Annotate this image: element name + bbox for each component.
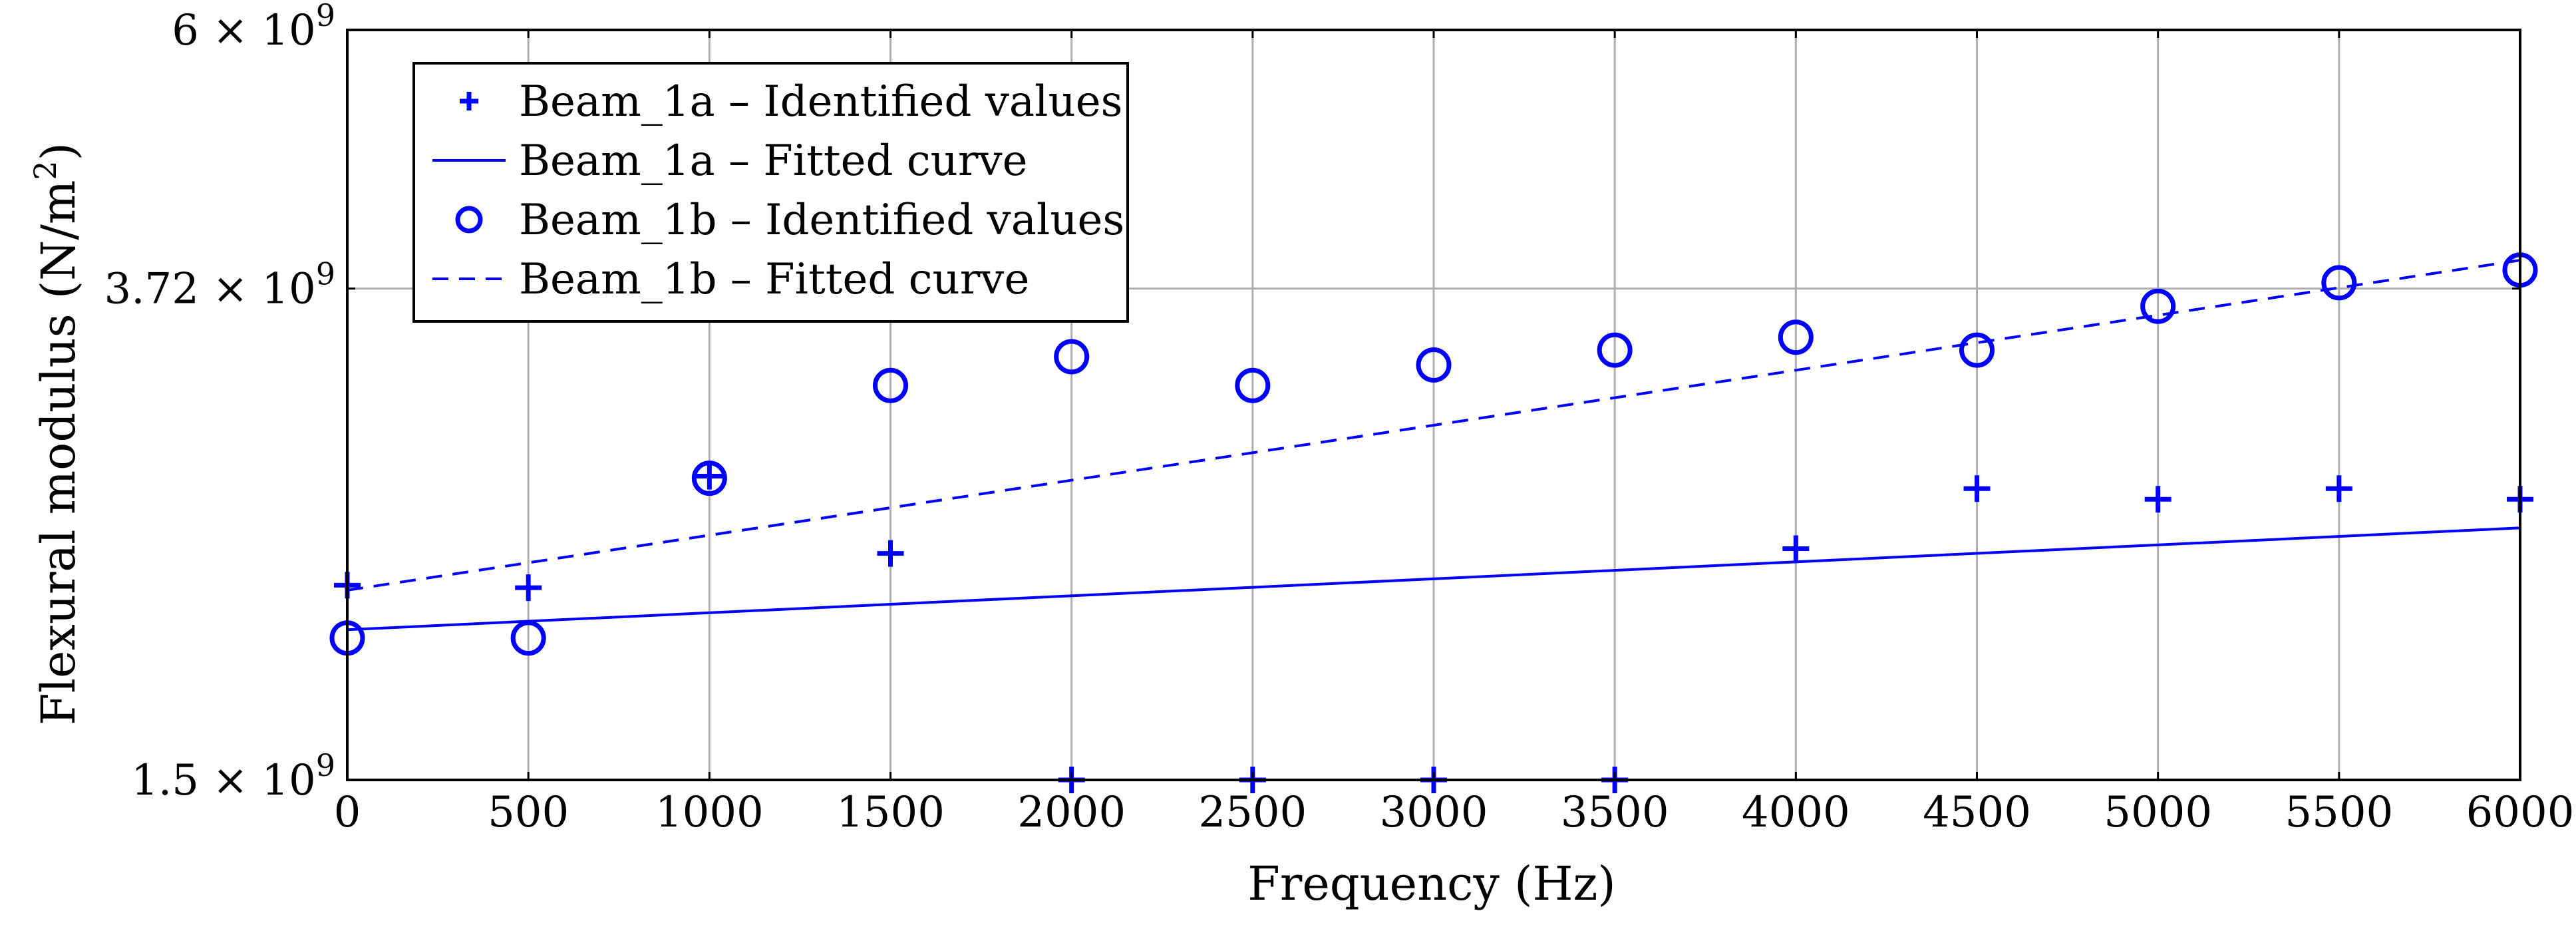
x-tick-label: 5500 [2285, 788, 2393, 837]
legend: Beam_1a – Identified values Beam_1a – Fit… [414, 63, 1128, 321]
y-axis-label-text: Flexural modulus (N/m [31, 180, 86, 725]
y-tick-label: 1.5 × 109 [131, 747, 335, 805]
x-tick-label: 500 [488, 788, 569, 837]
x-tick-label: 0 [334, 788, 361, 837]
legend-label: Beam_1b – Fitted curve [519, 255, 1029, 304]
legend-label: Beam_1b – Identified values [519, 196, 1124, 245]
x-tick-label: 1000 [655, 788, 764, 837]
x-tick-label: 1500 [836, 788, 945, 837]
legend-label: Beam_1a – Fitted curve [519, 136, 1028, 186]
legend-entry: Beam_1b – Identified values [458, 196, 1124, 245]
x-tick-label: 2500 [1198, 788, 1307, 837]
x-tick-label: 4500 [1923, 788, 2031, 837]
y-tick-label: 6 × 109 [172, 0, 335, 55]
x-tick-label: 4000 [1742, 788, 1850, 837]
x-tick-label: 6000 [2466, 788, 2575, 837]
x-tick-label: 3500 [1561, 788, 1669, 837]
x-tick-label: 3000 [1380, 788, 1488, 837]
y-axis-label-suffix: ) [31, 142, 86, 160]
x-tick-label: 2000 [1017, 788, 1126, 837]
chart: 0 500 1000 1500 2000 2500 3000 3500 4000 4500 5000… [0, 0, 2576, 927]
x-axis-label: Frequency (Hz) [1247, 856, 1615, 911]
y-axis-label: Flexural modulus (N/m2) [27, 142, 86, 725]
x-tick-label: 5000 [2104, 788, 2212, 837]
legend-entry: Beam_1a – Fitted curve [432, 136, 1028, 186]
y-axis-label-superscript: 2 [27, 160, 63, 180]
y-tick-label: 3.72 × 109 [104, 256, 335, 314]
legend-entry: Beam_1b – Fitted curve [432, 255, 1029, 304]
legend-entry: Beam_1a – Identified values [460, 77, 1122, 126]
legend-label: Beam_1a – Identified values [519, 77, 1122, 126]
